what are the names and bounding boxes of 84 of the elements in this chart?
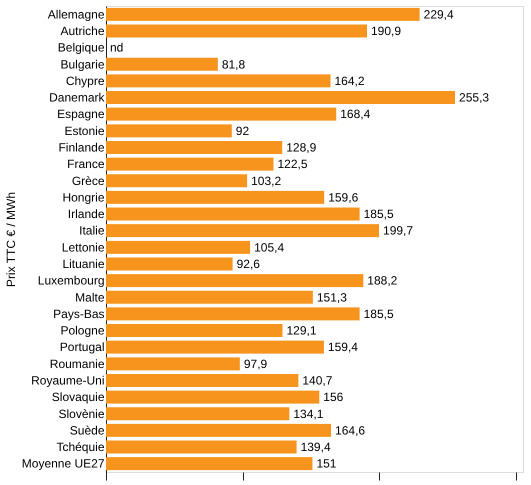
bar xyxy=(106,407,290,420)
data-label: 151,3 xyxy=(316,290,348,304)
data-label: 159,6 xyxy=(328,190,359,204)
bar xyxy=(106,390,320,404)
data-label: 159,4 xyxy=(328,340,358,354)
y-tick-label: Suède xyxy=(70,423,105,438)
bar xyxy=(106,208,360,221)
bar xyxy=(106,340,324,354)
y-tick-label: Finlande xyxy=(58,140,105,154)
y-tick-label: Slovènie xyxy=(58,406,105,421)
y-tick-label: Tchéquie xyxy=(56,440,105,454)
y-tick-label: Moyenne UE27 xyxy=(22,456,105,471)
data-label: 92 xyxy=(236,124,250,138)
data-label: 164,6 xyxy=(335,423,366,438)
bar xyxy=(106,174,248,188)
bar xyxy=(106,257,233,270)
y-tick-label: Irlande xyxy=(68,207,105,222)
bar xyxy=(106,374,298,387)
y-tick-label: Pologne xyxy=(60,324,105,338)
y-tick-label: Lettonie xyxy=(62,240,105,254)
bar xyxy=(106,158,274,171)
data-label: 97,9 xyxy=(244,356,268,371)
data-label: 229,4 xyxy=(424,7,454,22)
y-tick-label: Allemagne xyxy=(48,7,105,22)
data-label: 185,5 xyxy=(364,207,394,222)
bar xyxy=(106,424,332,437)
data-label: 128,9 xyxy=(286,140,317,154)
data-label: 140,7 xyxy=(302,373,333,388)
y-tick-label: Belgique xyxy=(58,40,105,55)
y-tick-label: Luxembourg xyxy=(38,274,104,288)
data-label: 190,9 xyxy=(371,24,402,38)
y-tick-label: France xyxy=(67,157,105,172)
bar xyxy=(106,190,324,204)
y-tick-label: Estonie xyxy=(64,124,105,138)
data-label: 129,1 xyxy=(286,324,317,338)
bar xyxy=(106,91,456,104)
data-label: 151 xyxy=(316,456,337,471)
data-label: 188,2 xyxy=(367,274,398,288)
y-tick-label: Danemark xyxy=(49,90,106,105)
data-label: 105,4 xyxy=(254,240,284,254)
bar xyxy=(106,440,297,454)
bar xyxy=(106,24,367,38)
bar xyxy=(106,108,336,121)
data-label: 81,8 xyxy=(222,57,246,72)
y-tick-label: Hongrie xyxy=(62,190,105,204)
y-tick-label: Bulgarie xyxy=(60,57,105,72)
bar xyxy=(106,140,282,154)
data-label: 103,2 xyxy=(251,174,282,188)
y-tick-label: Italie xyxy=(79,224,105,238)
bar xyxy=(106,58,218,71)
y-tick-label: Pays-Bas xyxy=(53,306,104,321)
bar xyxy=(106,274,364,288)
data-label: 122,5 xyxy=(277,157,308,172)
data-label: 134,1 xyxy=(293,406,324,421)
bar xyxy=(106,324,283,338)
text: nd xyxy=(110,40,124,55)
bar xyxy=(106,357,240,370)
data-label: 199,7 xyxy=(383,224,414,238)
y-tick-label: Chypre xyxy=(66,74,105,88)
data-label: 92,6 xyxy=(236,256,260,271)
data-label: 255,3 xyxy=(459,90,490,105)
data-label: 156 xyxy=(323,390,344,404)
bar xyxy=(106,290,313,304)
bar xyxy=(106,307,360,320)
data-label: 164,2 xyxy=(334,74,365,88)
bar xyxy=(106,8,420,21)
y-tick-label: Royaume-Uni xyxy=(31,373,104,388)
bar xyxy=(106,124,232,138)
y-tick-label: Autriche xyxy=(60,24,105,38)
data-label: 139,4 xyxy=(300,440,331,454)
data-label: 185,5 xyxy=(364,306,394,321)
data-label: 168,4 xyxy=(340,107,371,122)
y-tick-label: Espagne xyxy=(57,107,105,122)
y-axis-title: Prix TTC € / MWh xyxy=(4,192,18,288)
y-tick-label: Lituanie xyxy=(62,256,105,271)
bar xyxy=(106,74,330,88)
y-tick-label: Grèce xyxy=(72,174,105,188)
bar xyxy=(106,240,250,254)
y-tick-label: Portugal xyxy=(60,340,104,354)
y-tick-label: Roumanie xyxy=(50,356,105,371)
y-tick-label: Slovaquie xyxy=(52,390,105,404)
bar xyxy=(106,224,380,238)
y-tick-label: Malte xyxy=(75,290,105,304)
bar xyxy=(106,457,312,470)
